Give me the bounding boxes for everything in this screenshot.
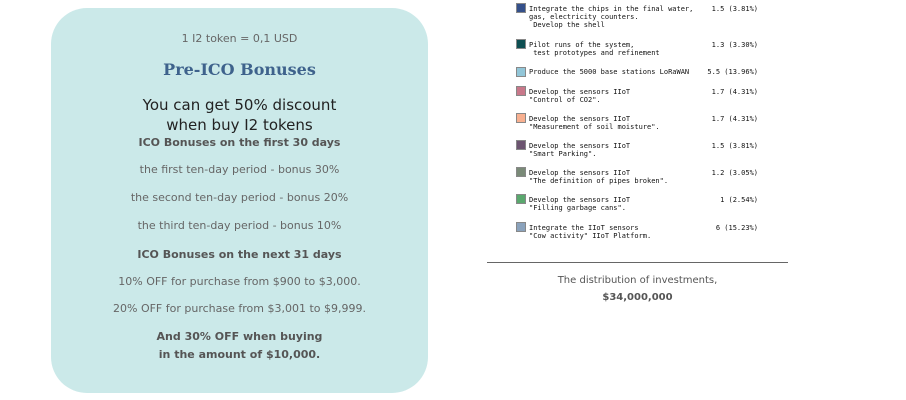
legend-swatch — [516, 86, 526, 96]
legend-divider — [487, 262, 788, 263]
legend-value: 1.2 (3.05%) — [711, 169, 758, 177]
legend-value: 1.7 (4.31%) — [711, 115, 758, 123]
offer-2: 20% OFF for purchase from $3,001 to $9,9… — [113, 302, 366, 315]
offer-1: 10% OFF for purchase from $900 to $3,000… — [118, 275, 361, 288]
legend-label: Develop the sensors IIoT "Filling garbag… — [529, 196, 631, 212]
legend-label: Develop the sensors IIoT "The definition… — [529, 169, 669, 185]
bonus-card: 1 I2 token = 0,1 USD Pre-ICO Bonuses You… — [51, 8, 428, 393]
legend-value: 1.3 (3.30%) — [711, 41, 758, 49]
legend-swatch — [516, 222, 526, 232]
legend-label: Pilot runs of the system, test prototype… — [529, 41, 660, 57]
final-offer-line-1: And 30% OFF when buying — [156, 330, 323, 343]
final-offer-line-2: in the amount of $10,000. — [158, 348, 321, 361]
distribution-total: $34,000,000 — [602, 292, 673, 303]
legend-swatch — [516, 3, 526, 13]
next-31-days-heading: ICO Bonuses on the next 31 days — [137, 248, 342, 261]
legend-label: Develop the sensors IIoT "Smart Parking"… — [529, 142, 631, 158]
period-bonus-3: the third ten-day period - bonus 10% — [137, 219, 342, 232]
legend-label: Integrate the chips in the final water, … — [529, 5, 694, 29]
legend-swatch — [516, 194, 526, 204]
period-bonus-2: the second ten-day period - bonus 20% — [130, 191, 349, 204]
legend-label: Develop the sensors IIoT "Control of CO2… — [529, 88, 631, 104]
legend-swatch — [516, 67, 526, 77]
bonus-heading: Pre-ICO Bonuses — [163, 60, 316, 79]
distribution-caption: The distribution of investments, — [557, 275, 718, 286]
legend-label: Develop the sensors IIoT "Measurement of… — [529, 115, 660, 131]
discount-line-2: when buy I2 tokens — [166, 116, 313, 134]
legend-swatch — [516, 140, 526, 150]
legend-swatch — [516, 113, 526, 123]
legend-value: 1.5 (3.81%) — [711, 142, 758, 150]
legend-value: 6 (15.23%) — [715, 224, 758, 232]
legend-label: Integrate the IIoT sensors "Cow activity… — [529, 224, 652, 240]
legend-swatch — [516, 167, 526, 177]
legend-value: 1.5 (3.81%) — [711, 5, 758, 13]
discount-line-1: You can get 50% discount — [142, 96, 337, 114]
period-bonus-1: the first ten-day period - bonus 30% — [139, 163, 340, 176]
first-30-days-heading: ICO Bonuses on the first 30 days — [138, 136, 341, 149]
legend-value: 5.5 (13.96%) — [707, 68, 758, 76]
legend-value: 1.7 (4.31%) — [711, 88, 758, 96]
token-rate: 1 I2 token = 0,1 USD — [181, 32, 298, 45]
legend-swatch — [516, 39, 526, 49]
legend-label: Produce the 5000 base stations LoRaWAN — [529, 68, 690, 76]
legend-value: 1 (2.54%) — [720, 196, 758, 204]
